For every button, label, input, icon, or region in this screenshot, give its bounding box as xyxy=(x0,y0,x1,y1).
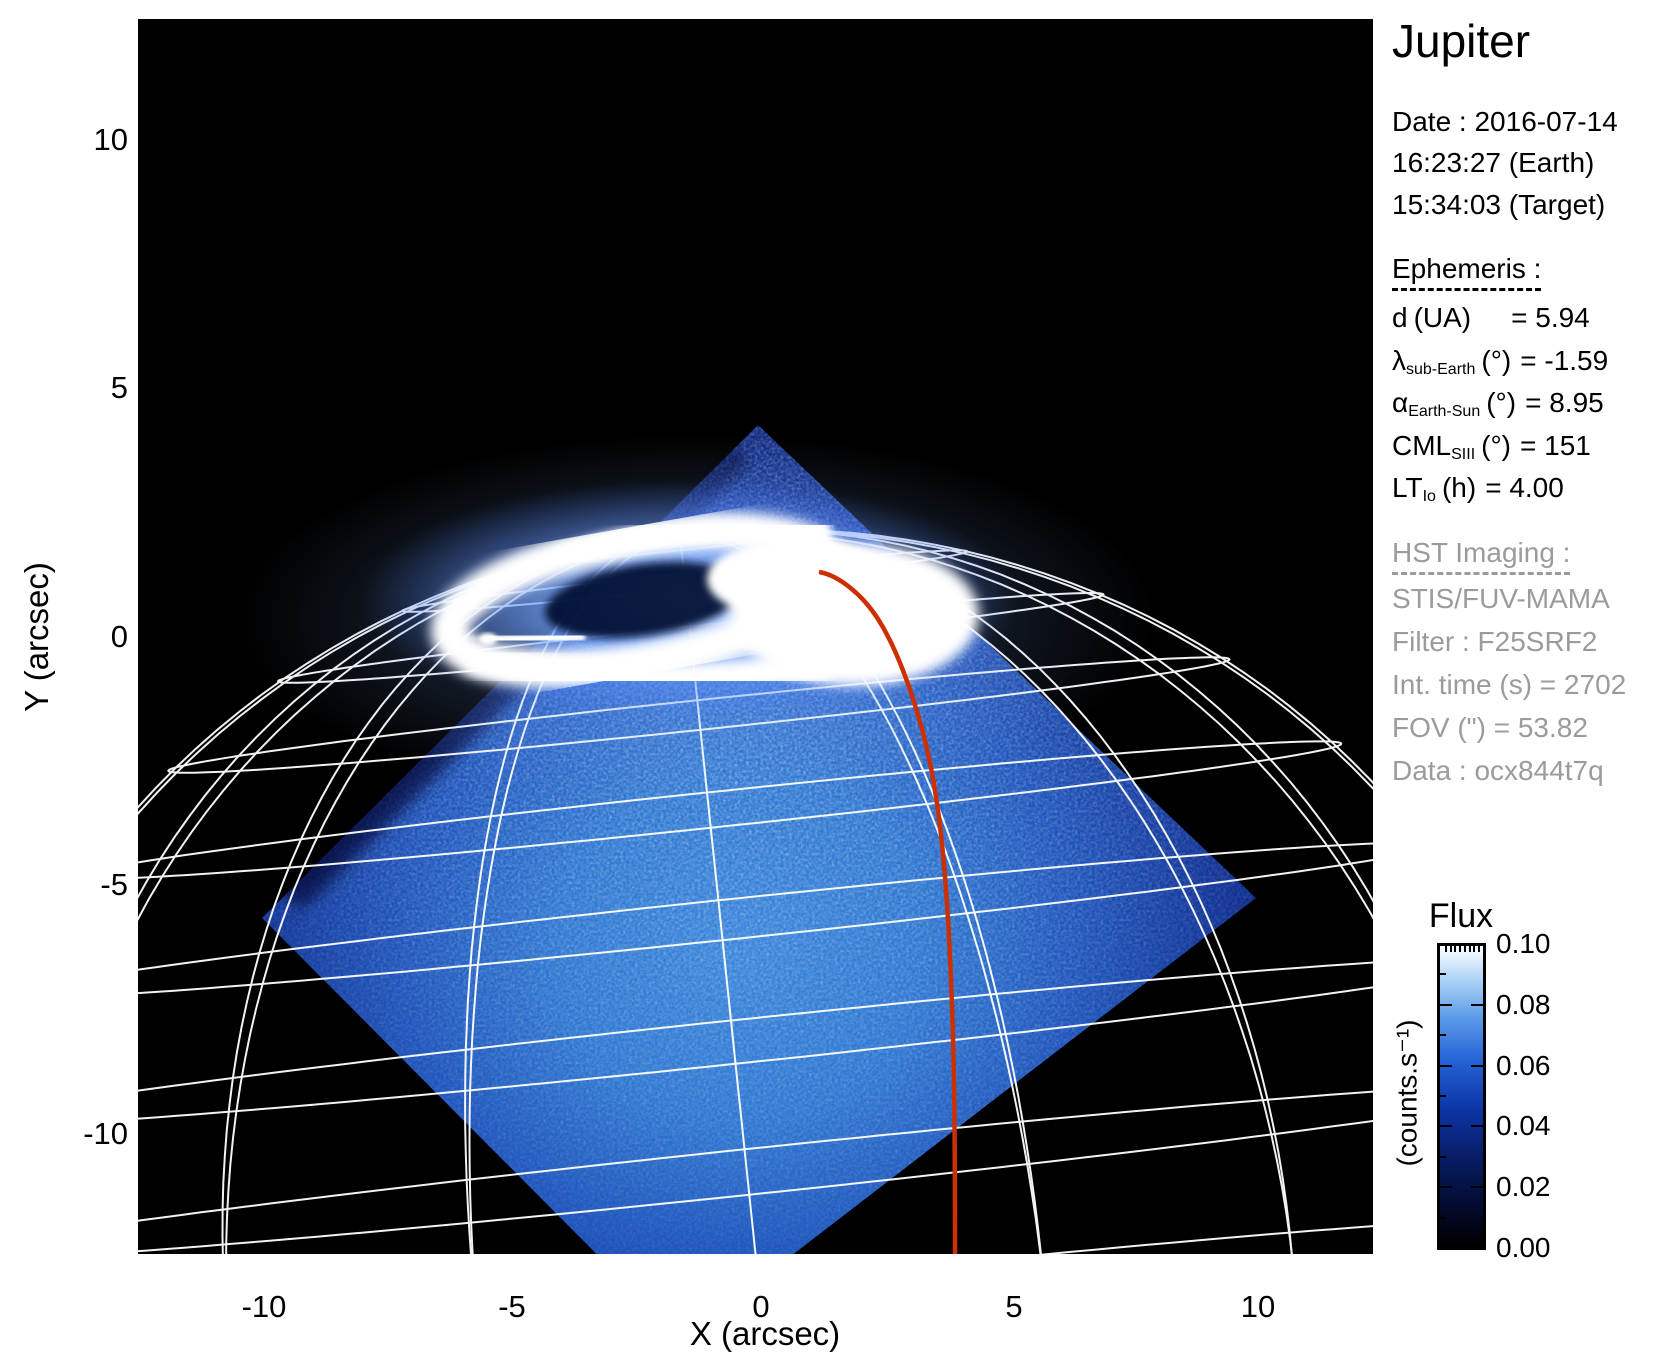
x-tick-label: -10 xyxy=(241,1289,287,1324)
colorbar-top-minor-tick xyxy=(1468,946,1471,952)
colorbar-minor-tick xyxy=(1440,1155,1446,1158)
ephemeris-symbol: α xyxy=(1392,387,1409,419)
ephemeris-value: = 151 xyxy=(1520,429,1591,461)
y-tick-label: -10 xyxy=(83,1116,128,1151)
ephemeris-row: CMLSIII (°) = 151 xyxy=(1392,425,1608,468)
y-tick-label: 0 xyxy=(110,619,128,654)
x-tick-label: 10 xyxy=(1240,1289,1276,1324)
hst-imaging-heading: HST Imaging : xyxy=(1392,537,1571,575)
io-footprint-spot xyxy=(479,633,497,645)
ephemeris-symbol: d xyxy=(1392,302,1408,333)
flux-tick-label: 0.06 xyxy=(1496,1049,1551,1081)
colorbar-unit-label: (counts.s⁻¹) xyxy=(1391,1019,1423,1167)
ephemeris-heading: Ephemeris : xyxy=(1392,253,1542,291)
flux-tick-label: 0.08 xyxy=(1496,988,1551,1020)
ephemeris-symbol: λ xyxy=(1392,344,1406,376)
io-footprint-tail xyxy=(485,631,586,645)
ephemeris-subscript: Io xyxy=(1422,488,1436,506)
colorbar-top-minor-tick xyxy=(1454,946,1457,952)
jupiter-aurora-image xyxy=(138,19,1373,1254)
colorbar-title: Flux xyxy=(1428,897,1494,935)
ephemeris-value: = 8.95 xyxy=(1525,387,1604,419)
y-axis-label: Y (arcsec) xyxy=(18,562,55,712)
ephemeris-row: λsub-Earth (°) = -1.59 xyxy=(1392,340,1608,383)
hst-imaging-line: Data : ocx844t7q xyxy=(1392,755,1604,786)
y-tick-label: 10 xyxy=(93,122,128,157)
hst-imaging-line: Filter : F25SRF2 xyxy=(1392,626,1598,657)
colorbar-top-minor-tick xyxy=(1473,946,1476,952)
y-tick-label: 5 xyxy=(110,370,128,405)
ephemeris-rows: d (UA) = 5.94 λsub-Earth (°) = -1.59 αEarth-Su… xyxy=(1392,297,1608,510)
ephemeris-symbol: LT xyxy=(1392,472,1423,504)
x-axis-label: X (arcsec) xyxy=(689,1315,841,1352)
aurora xyxy=(238,434,1158,804)
ephemeris-row: d (UA) = 5.94 xyxy=(1392,297,1608,340)
ephemeris-value: = 4.00 xyxy=(1485,472,1564,504)
ephemeris-subscript: sub-Earth xyxy=(1406,360,1476,378)
ephemeris-unit: (h) xyxy=(1441,472,1477,504)
flux-tick-label: 0.04 xyxy=(1496,1110,1551,1142)
hst-imaging-line: Int. time (s) = 2702 xyxy=(1392,669,1627,700)
ephemeris-unit: (UA) xyxy=(1413,302,1472,333)
y-tick-label: -5 xyxy=(100,867,128,902)
colorbar-tick-mark xyxy=(1471,1064,1483,1067)
colorbar-minor-tick xyxy=(1440,1034,1446,1037)
colorbar-minor-tick xyxy=(1440,1095,1446,1097)
x-tick-label: 0 xyxy=(752,1289,770,1324)
colorbar-tick-mark xyxy=(1440,1186,1452,1189)
ephemeris-unit: (°) xyxy=(1481,344,1512,376)
colorbar-tick-mark xyxy=(1471,1186,1483,1189)
flux-tick-label: 0.00 xyxy=(1496,1232,1551,1263)
colorbar-top-minor-tick xyxy=(1478,946,1481,952)
flux-tick-label: 0.02 xyxy=(1496,1171,1551,1203)
ephemeris-row: LTIo (h) = 4.00 xyxy=(1392,467,1608,510)
ephemeris-row: αEarth-Sun (°) = 8.95 xyxy=(1392,382,1608,425)
colorbar-tick-mark xyxy=(1471,1125,1483,1128)
ephemeris-value: = 5.94 xyxy=(1511,302,1590,333)
x-tick-label: 5 xyxy=(1005,1289,1023,1324)
colorbar-top-minor-tick xyxy=(1444,946,1447,952)
time-target-line: 15:34:03 (Target) xyxy=(1392,188,1606,220)
io-footprint-contour xyxy=(818,569,958,1254)
x-tick-label: -5 xyxy=(498,1289,526,1324)
colorbar-tick-mark xyxy=(1471,1003,1483,1006)
colorbar-tick-mark xyxy=(1440,1003,1452,1006)
ephemeris-value: = -1.59 xyxy=(1520,344,1609,376)
date-line: Date : 2016-07-14 xyxy=(1392,106,1618,137)
jupiter-image-plot xyxy=(138,19,1373,1254)
ephemeris-subscript: SIII xyxy=(1451,445,1476,463)
ephemeris-symbol: CML xyxy=(1392,429,1452,461)
colorbar-minor-tick xyxy=(1440,973,1446,976)
ephemeris-unit: (°) xyxy=(1481,429,1511,461)
colorbar-top-minor-tick xyxy=(1463,946,1466,952)
time-earth-line: 16:23:27 (Earth) xyxy=(1392,147,1595,179)
page-title: Jupiter xyxy=(1392,15,1531,67)
flux-tick-label: 0.10 xyxy=(1496,928,1551,959)
colorbar-tick-mark xyxy=(1440,1064,1452,1067)
ephemeris-unit: (°) xyxy=(1486,387,1517,419)
hst-imaging-line: STIS/FUV-MAMA xyxy=(1392,583,1610,614)
hst-imaging-line: FOV (") = 53.82 xyxy=(1392,712,1588,743)
hst-imaging-lines: STIS/FUV-MAMA Filter : F25SRF2 Int. time (… xyxy=(1392,577,1626,792)
colorbar-minor-tick xyxy=(1440,1216,1446,1219)
colorbar-top-minor-tick xyxy=(1459,946,1462,952)
colorbar-tick-mark xyxy=(1440,1125,1452,1128)
ephemeris-subscript: Earth-Sun xyxy=(1408,403,1481,421)
date-block: Date : 2016-07-14 16:23:27 (Earth) 15:34… xyxy=(1392,101,1618,225)
colorbar-top-minor-tick xyxy=(1449,946,1452,952)
dark-polar-region xyxy=(544,561,744,639)
